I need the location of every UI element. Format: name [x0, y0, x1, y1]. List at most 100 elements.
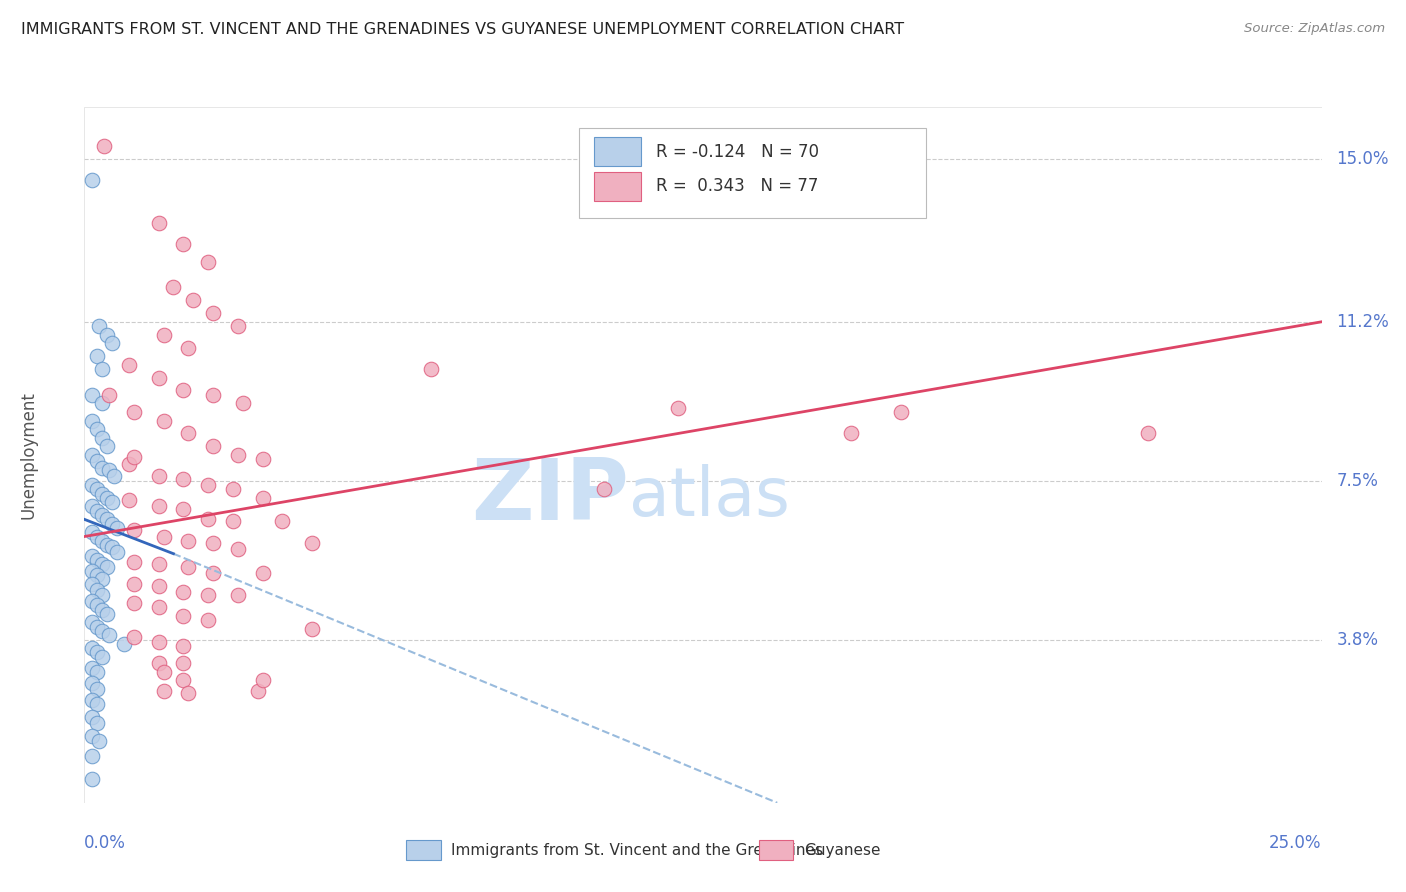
Point — [202, 306, 225, 320]
Point — [301, 536, 323, 550]
Point — [90, 396, 112, 410]
Point — [93, 138, 115, 153]
Point — [96, 327, 118, 342]
Text: 0.0%: 0.0% — [84, 834, 127, 852]
Point — [197, 613, 219, 627]
Text: 15.0%: 15.0% — [1337, 150, 1389, 168]
Point — [202, 536, 225, 550]
Point — [80, 641, 103, 656]
Text: IMMIGRANTS FROM ST. VINCENT AND THE GRENADINES VS GUYANESE UNEMPLOYMENT CORRELAT: IMMIGRANTS FROM ST. VINCENT AND THE GREN… — [21, 22, 904, 37]
Point — [80, 675, 103, 690]
Point — [100, 495, 122, 509]
Point — [118, 493, 141, 508]
Point — [80, 692, 103, 706]
Text: Unemployment: Unemployment — [20, 391, 38, 519]
Point — [177, 686, 200, 700]
FancyBboxPatch shape — [406, 840, 440, 860]
Point — [86, 681, 108, 696]
Point — [86, 568, 108, 582]
Point — [90, 624, 112, 638]
Point — [80, 478, 103, 492]
Point — [80, 710, 103, 724]
Point — [105, 521, 128, 535]
Point — [172, 471, 194, 485]
Point — [122, 631, 145, 645]
Point — [181, 293, 204, 308]
Point — [90, 460, 112, 475]
Point — [252, 491, 274, 505]
Point — [232, 396, 254, 410]
Point — [118, 457, 141, 471]
Point — [80, 525, 103, 540]
Point — [197, 512, 219, 526]
Point — [122, 576, 145, 591]
Point — [197, 254, 219, 268]
Point — [90, 362, 112, 376]
Point — [148, 469, 170, 483]
Point — [222, 515, 245, 529]
Point — [98, 628, 121, 642]
Point — [148, 216, 170, 230]
Point — [100, 336, 122, 351]
Point — [890, 405, 912, 419]
Point — [86, 599, 108, 613]
Text: ZIP: ZIP — [471, 455, 628, 538]
Point — [80, 748, 103, 763]
Text: atlas: atlas — [628, 464, 790, 530]
Point — [301, 622, 323, 636]
Point — [246, 684, 269, 698]
Point — [86, 553, 108, 567]
Point — [172, 585, 194, 599]
Point — [252, 452, 274, 467]
Point — [162, 280, 184, 294]
Point — [89, 733, 111, 747]
Point — [226, 587, 249, 601]
Point — [80, 549, 103, 563]
Point — [252, 566, 274, 580]
Text: Immigrants from St. Vincent and the Grenadines: Immigrants from St. Vincent and the Gren… — [450, 843, 823, 857]
Point — [80, 729, 103, 743]
Point — [103, 469, 125, 483]
Point — [1137, 426, 1160, 441]
Point — [90, 486, 112, 500]
Point — [177, 341, 200, 355]
Point — [148, 579, 170, 593]
Point — [148, 370, 170, 384]
Point — [90, 533, 112, 548]
Point — [419, 362, 441, 376]
Point — [172, 639, 194, 653]
Point — [252, 673, 274, 688]
Point — [202, 439, 225, 453]
Point — [172, 384, 194, 398]
Point — [80, 772, 103, 787]
Point — [593, 483, 616, 497]
Point — [80, 413, 103, 427]
Point — [86, 665, 108, 679]
Point — [86, 620, 108, 634]
Point — [100, 516, 122, 531]
Point — [148, 500, 170, 514]
Point — [152, 413, 174, 427]
Point — [98, 388, 121, 402]
Point — [172, 673, 194, 688]
Point — [172, 501, 194, 516]
Point — [86, 349, 108, 363]
Point — [80, 564, 103, 578]
Point — [152, 665, 174, 679]
Point — [177, 559, 200, 574]
Point — [122, 450, 145, 464]
Point — [148, 558, 170, 572]
Point — [96, 512, 118, 526]
Point — [172, 657, 194, 671]
Bar — [84, 107, 1322, 803]
Point — [90, 573, 112, 587]
FancyBboxPatch shape — [595, 172, 641, 201]
Point — [152, 327, 174, 342]
Text: R =  0.343   N = 77: R = 0.343 N = 77 — [657, 177, 818, 194]
Point — [172, 237, 194, 252]
Point — [202, 388, 225, 402]
Point — [105, 544, 128, 558]
Point — [96, 559, 118, 574]
Point — [90, 649, 112, 664]
Point — [86, 422, 108, 436]
